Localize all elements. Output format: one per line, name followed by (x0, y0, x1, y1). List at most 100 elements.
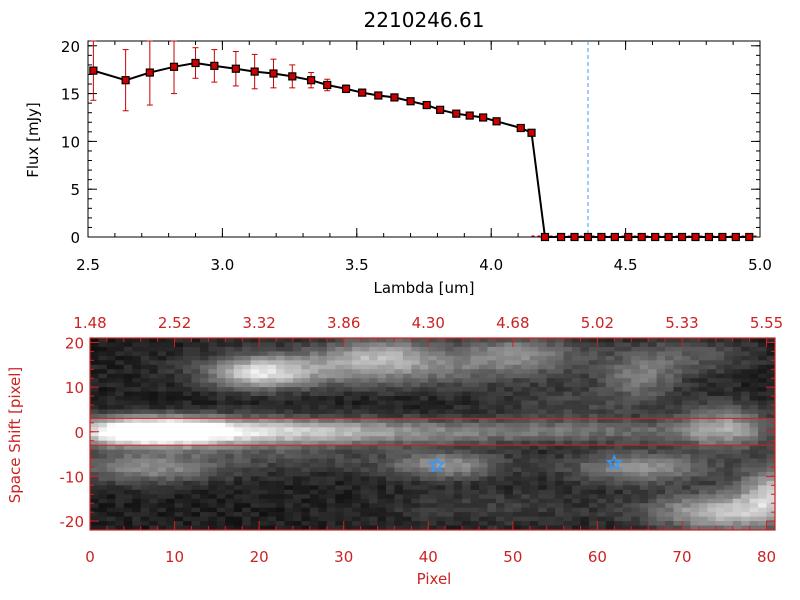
heatmap-cell (631, 521, 641, 526)
heatmap-cell (555, 521, 564, 526)
heatmap-cell (639, 454, 649, 459)
heatmap-cell (479, 463, 488, 468)
heatmap-cell (385, 480, 395, 486)
heatmap-cell (631, 436, 641, 442)
heatmap-cell (707, 436, 717, 442)
heatmap-cell (665, 507, 674, 513)
heatmap-cell (191, 498, 201, 504)
heatmap-cell (191, 516, 201, 522)
heatmap-cell (538, 355, 548, 361)
heatmap-cell (580, 476, 590, 482)
data-point (191, 58, 200, 68)
heatmap-cell (428, 503, 438, 509)
heatmap-cell (597, 458, 607, 464)
heatmap-cell (605, 476, 615, 482)
heatmap-cell (191, 378, 201, 384)
heatmap-cell (140, 364, 150, 370)
x-tick-label: 80 (757, 548, 776, 566)
heatmap-cell (259, 485, 268, 491)
heatmap-cell (157, 391, 167, 397)
heatmap-cell (335, 507, 345, 513)
heatmap-cell (555, 512, 564, 518)
heatmap-cell (436, 503, 446, 509)
heatmap-cell (588, 445, 598, 451)
heatmap-cell (495, 507, 505, 513)
heatmap-cell (639, 485, 649, 491)
heatmap-cell (309, 382, 319, 388)
heatmap-cell (656, 387, 666, 392)
heatmap-cell (149, 422, 159, 428)
heatmap-cell (360, 431, 370, 437)
heatmap-cell (597, 454, 607, 459)
heatmap-cell (495, 467, 505, 473)
heatmap-cell (216, 404, 226, 410)
heatmap-cell (140, 351, 150, 357)
heatmap-cell (242, 396, 252, 401)
heatmap-cell (166, 378, 175, 384)
heatmap-cell (529, 360, 539, 366)
heatmap-cell (149, 418, 159, 424)
heatmap-cell (352, 351, 362, 357)
heatmap-cell (343, 467, 353, 473)
heatmap-cell (428, 346, 438, 352)
data-point (677, 232, 687, 242)
heatmap-cell (259, 355, 268, 361)
heatmap-cell (479, 360, 488, 366)
heatmap-cell (673, 431, 683, 437)
heatmap-cell (580, 391, 590, 397)
heatmap-cell (732, 516, 742, 522)
heatmap-cell (487, 382, 497, 388)
heatmap-cell (521, 525, 531, 531)
heatmap-cell (225, 463, 235, 468)
heatmap-cell (698, 342, 708, 348)
heatmap-cell (512, 396, 522, 401)
heatmap-cell (546, 346, 556, 352)
heatmap-cell (191, 449, 201, 455)
heatmap-cell (191, 360, 201, 366)
heatmap-cell (453, 436, 463, 442)
heatmap-cell (681, 418, 691, 424)
heatmap-cell (504, 378, 514, 384)
heatmap-cell (470, 391, 480, 397)
heatmap-cell (183, 400, 192, 406)
heatmap-cell (394, 476, 404, 482)
heatmap-cell (377, 525, 387, 531)
data-point (288, 72, 297, 81)
heatmap-cell (766, 404, 776, 410)
heatmap-cell (724, 409, 734, 415)
heatmap-cell (453, 476, 463, 482)
heatmap-cell (335, 396, 345, 401)
heatmap-cell (284, 382, 294, 388)
heatmap-cell (538, 458, 548, 464)
heatmap-cell (90, 489, 99, 495)
heatmap-cell (360, 404, 370, 410)
heatmap-cell (445, 364, 455, 370)
heatmap-cell (631, 418, 641, 424)
heatmap-cell (98, 445, 108, 451)
heatmap-cell (335, 355, 345, 361)
heatmap-cell (462, 498, 471, 504)
heatmap-cell (656, 454, 666, 459)
heatmap-cell (174, 360, 184, 366)
heatmap-cell (123, 418, 133, 424)
x-tick-label: 10 (165, 548, 184, 566)
heatmap-cell (419, 427, 429, 433)
heatmap-cell (343, 431, 353, 437)
heatmap-cell (394, 351, 404, 357)
heatmap-cell (149, 369, 159, 375)
heatmap-cell (462, 512, 471, 518)
heatmap-cell (445, 413, 455, 419)
heatmap-cell (174, 507, 184, 513)
heatmap-cell (385, 454, 395, 459)
heatmap-cell (690, 489, 700, 495)
heatmap-cell (191, 458, 201, 464)
heatmap-cell (588, 413, 598, 419)
heatmap-cell (597, 489, 607, 495)
heatmap-cell (140, 396, 150, 401)
heatmap-cell (377, 396, 387, 401)
heatmap-cell (479, 413, 488, 419)
heatmap-cell (318, 440, 328, 446)
heatmap-cell (614, 338, 624, 343)
heatmap-cell (563, 342, 573, 348)
heatmap-cell (216, 369, 226, 375)
